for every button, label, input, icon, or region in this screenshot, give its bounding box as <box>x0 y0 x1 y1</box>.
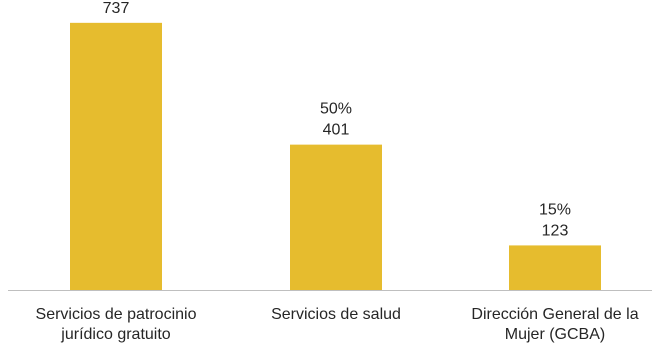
category-labels-group: Servicios de patrocinio jurídico gratuito… <box>36 306 639 343</box>
category-label-1-line-1: Servicios de patrocinio <box>36 306 197 323</box>
bar-2 <box>290 144 382 290</box>
value-label-3: 123 <box>542 222 569 239</box>
value-label-1: 737 <box>103 0 130 17</box>
bar-1 <box>70 22 162 291</box>
category-label-3-line-1: Dirección General de la <box>471 306 638 323</box>
bar-3 <box>509 245 601 290</box>
value-label-2: 401 <box>323 122 350 139</box>
percent-label-3: 15% <box>539 201 571 218</box>
category-label-2-line-1: Servicios de salud <box>271 306 401 323</box>
percent-label-2: 50% <box>320 101 352 118</box>
bars-group <box>70 22 601 291</box>
category-label-3-line-2: Mujer (GCBA) <box>505 326 605 343</box>
category-label-1-line-2: jurídico gratuito <box>60 326 170 343</box>
